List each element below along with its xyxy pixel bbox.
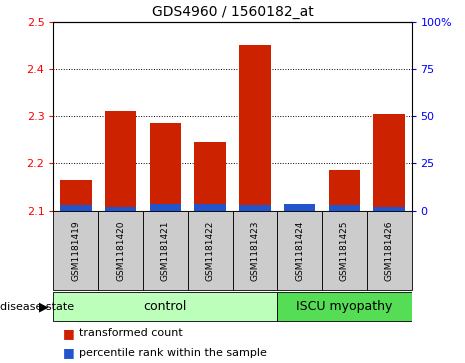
- Bar: [284, 204, 315, 211]
- Bar: [373, 114, 405, 211]
- Text: GSM1181420: GSM1181420: [116, 220, 125, 281]
- Text: ISCU myopathy: ISCU myopathy: [296, 300, 392, 313]
- Text: GSM1181423: GSM1181423: [250, 220, 259, 281]
- Bar: [232, 211, 277, 290]
- Bar: [194, 204, 226, 211]
- Bar: [53, 292, 277, 322]
- Bar: [105, 207, 136, 211]
- Bar: [284, 207, 315, 211]
- Bar: [239, 45, 271, 211]
- Bar: [277, 292, 412, 322]
- Bar: [277, 211, 322, 290]
- Text: ■: ■: [63, 327, 74, 339]
- Text: ■: ■: [63, 347, 74, 359]
- Text: GSM1181425: GSM1181425: [340, 220, 349, 281]
- Bar: [150, 204, 181, 211]
- Title: GDS4960 / 1560182_at: GDS4960 / 1560182_at: [152, 5, 313, 19]
- Text: percentile rank within the sample: percentile rank within the sample: [79, 348, 267, 358]
- Bar: [105, 111, 136, 211]
- Bar: [98, 211, 143, 290]
- Text: GSM1181424: GSM1181424: [295, 220, 304, 281]
- Bar: [194, 142, 226, 211]
- Bar: [150, 123, 181, 211]
- Text: GSM1181421: GSM1181421: [161, 220, 170, 281]
- Bar: [143, 211, 188, 290]
- Bar: [239, 205, 271, 211]
- Bar: [373, 207, 405, 211]
- Bar: [60, 180, 92, 211]
- Text: control: control: [144, 300, 187, 313]
- Text: transformed count: transformed count: [79, 328, 183, 338]
- Text: GSM1181426: GSM1181426: [385, 220, 394, 281]
- Bar: [329, 205, 360, 211]
- Bar: [53, 211, 98, 290]
- Bar: [367, 211, 412, 290]
- Bar: [322, 211, 367, 290]
- Text: GSM1181422: GSM1181422: [206, 220, 215, 281]
- Bar: [329, 170, 360, 211]
- Text: disease state: disease state: [0, 302, 74, 312]
- Text: GSM1181419: GSM1181419: [71, 220, 80, 281]
- Text: ▶: ▶: [39, 300, 49, 313]
- Bar: [60, 205, 92, 211]
- Bar: [188, 211, 232, 290]
